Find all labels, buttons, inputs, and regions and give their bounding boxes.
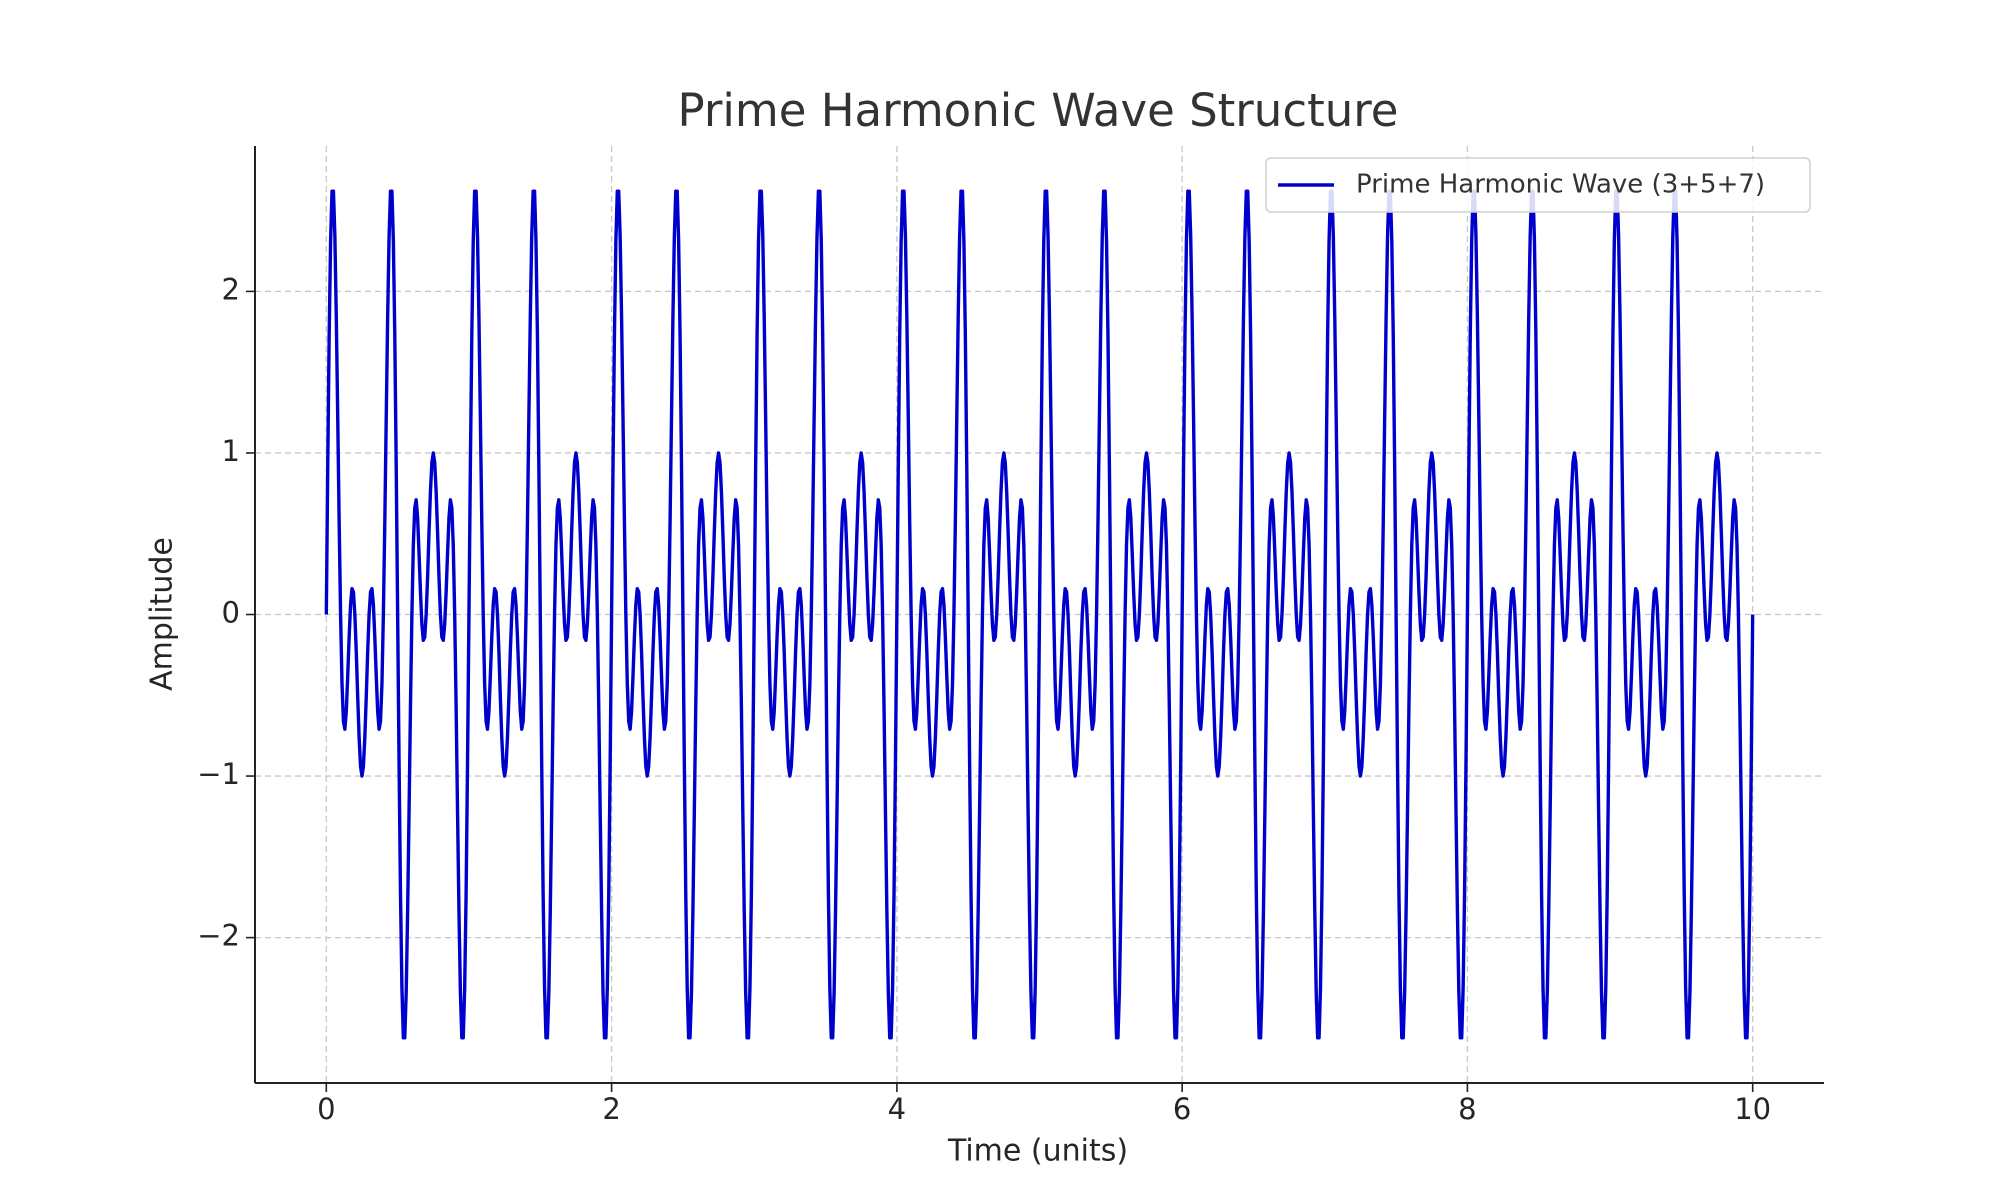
x-tick-label: 2 xyxy=(602,1092,620,1126)
legend-box xyxy=(1265,157,1811,213)
legend: Prime Harmonic Wave (3+5+7) xyxy=(1265,157,1811,213)
x-tick-label: 8 xyxy=(1458,1092,1476,1126)
x-tick-label: 10 xyxy=(1734,1092,1771,1126)
x-tick-label: 4 xyxy=(888,1092,906,1126)
series-line xyxy=(324,189,1755,1040)
y-tick-label: −2 xyxy=(197,919,240,953)
chart-title: Prime Harmonic Wave Structure xyxy=(678,84,1399,137)
y-tick-label: 0 xyxy=(222,596,240,630)
plot-area xyxy=(324,189,1755,1040)
x-tick-label: 0 xyxy=(317,1092,335,1126)
x-axis-label: Time (units) xyxy=(947,1134,1128,1169)
legend-label: Prime Harmonic Wave (3+5+7) xyxy=(1356,170,1765,200)
y-tick-label: 1 xyxy=(222,434,240,468)
x-tick-label: 6 xyxy=(1173,1092,1191,1126)
y-axis-label: Amplitude xyxy=(145,537,180,691)
y-tick-label: −1 xyxy=(197,757,240,791)
axes: 0 2 4 6 8 10 −2 −1 0 1 2 xyxy=(197,146,1824,1126)
y-tick-label: 2 xyxy=(222,272,240,306)
